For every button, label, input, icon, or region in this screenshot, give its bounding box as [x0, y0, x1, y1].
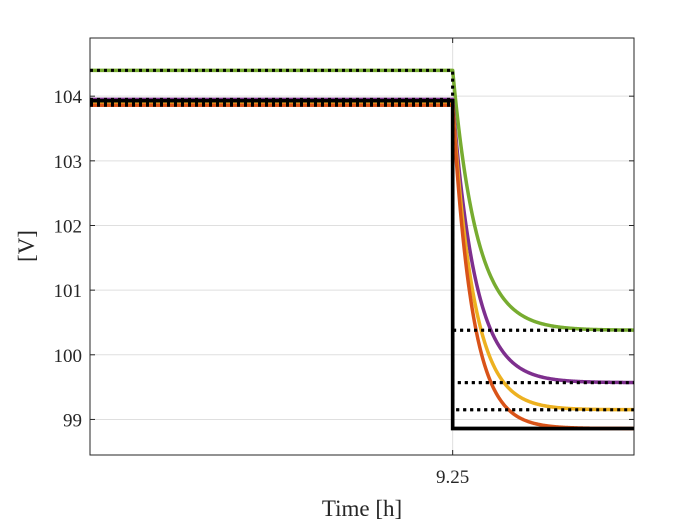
y-tick-label: 99: [63, 410, 82, 431]
y-axis-label: [V]: [14, 230, 39, 262]
response-series: [90, 97, 636, 385]
reference-dotted-series: [90, 97, 634, 385]
y-tick-label: 100: [54, 346, 83, 367]
reference-dotted-series: [90, 102, 634, 412]
y-tick-label: 104: [54, 87, 83, 108]
reference-lines-overlay: [90, 68, 634, 431]
reference-dotted-series: [90, 68, 634, 332]
y-tick-label: 101: [54, 281, 83, 302]
reference-dotted-series: [90, 68, 634, 332]
grid: [90, 38, 634, 455]
x-tick-label: 9.25: [436, 467, 469, 488]
reference-lines: [90, 68, 634, 431]
response-series: [90, 68, 636, 332]
y-tick-label: 102: [54, 216, 83, 237]
y-tick-label: 103: [54, 152, 83, 173]
reference-dotted-series: [90, 97, 634, 385]
response-curves: [90, 68, 636, 431]
x-axis-label: Time [h]: [322, 496, 402, 521]
axis-ticks: 9.24959.259.250599100101102103104: [54, 38, 634, 488]
reference-dotted-series: [90, 102, 634, 412]
plot-frame: [89, 37, 635, 456]
response-series: [90, 102, 636, 412]
